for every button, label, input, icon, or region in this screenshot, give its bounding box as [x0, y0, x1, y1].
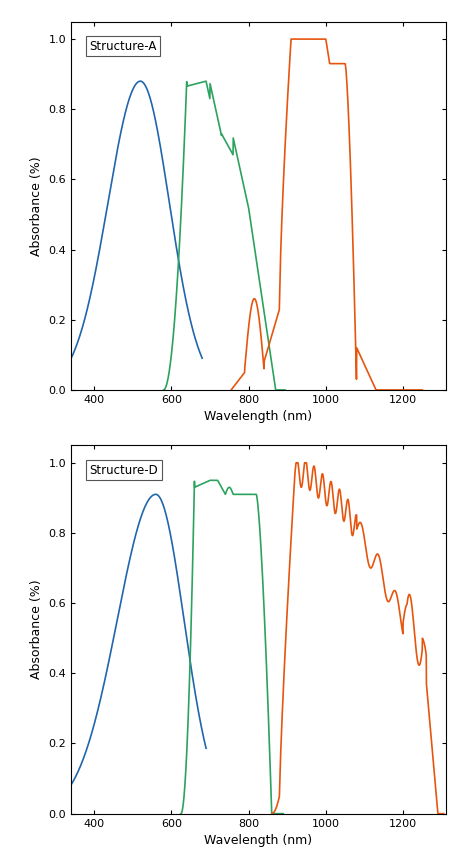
Y-axis label: Absorbance (%): Absorbance (%) [30, 156, 43, 256]
Text: (a): (a) [248, 448, 269, 461]
Text: Structure-D: Structure-D [90, 463, 158, 477]
Text: Structure-A: Structure-A [90, 40, 157, 53]
X-axis label: Wavelength (nm): Wavelength (nm) [204, 411, 312, 424]
Y-axis label: Absorbance (%): Absorbance (%) [30, 579, 43, 679]
X-axis label: Wavelength (nm): Wavelength (nm) [204, 834, 312, 847]
